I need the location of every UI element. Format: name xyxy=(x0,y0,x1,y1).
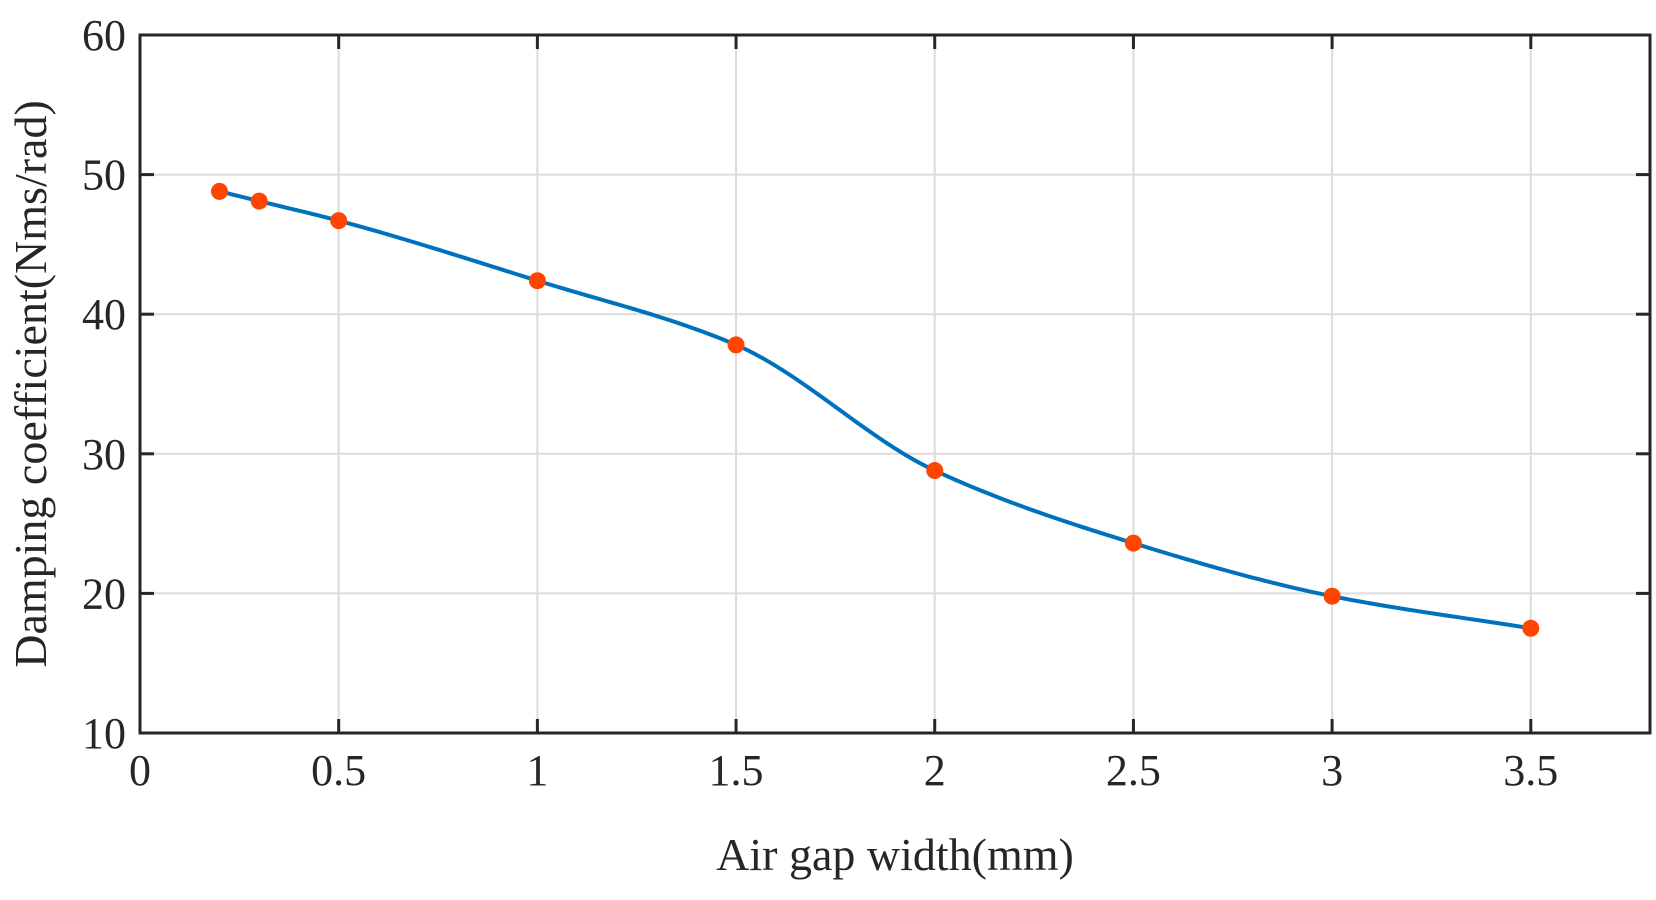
data-point xyxy=(528,272,546,290)
x-tick-label: 1 xyxy=(526,746,548,795)
data-point xyxy=(1124,534,1142,552)
x-tick-label: 3 xyxy=(1321,746,1343,795)
x-tick-labels: 0 0.5 1 1.5 2 2.5 3 3.5 xyxy=(129,746,1558,795)
data-point xyxy=(1323,587,1341,605)
axes-frame xyxy=(138,33,1652,735)
y-axis-title: Damping coefficient(Nms/rad) xyxy=(5,100,56,668)
grid-lines xyxy=(139,34,1650,734)
x-axis-title: Air gap width(mm) xyxy=(716,829,1074,880)
series-line-group xyxy=(218,189,1532,631)
x-tick-label: 3.5 xyxy=(1503,746,1558,795)
x-tick-label: 0.5 xyxy=(311,746,366,795)
x-tick-label: 1.5 xyxy=(709,746,764,795)
series-markers xyxy=(210,182,1540,637)
y-tick-label: 50 xyxy=(82,151,126,200)
y-tick-label: 40 xyxy=(82,290,126,339)
data-point xyxy=(330,212,348,230)
y-tick-label: 10 xyxy=(82,709,126,758)
y-tick-label: 60 xyxy=(82,11,126,60)
data-point xyxy=(926,462,944,480)
x-tick-label: 2.5 xyxy=(1106,746,1161,795)
series-line xyxy=(218,189,1532,631)
tick-marks xyxy=(138,33,1650,735)
data-point xyxy=(250,192,268,210)
y-tick-label: 30 xyxy=(82,430,126,479)
data-point xyxy=(1522,619,1540,637)
data-point xyxy=(727,336,745,354)
y-tick-label: 20 xyxy=(82,569,126,618)
x-tick-label: 2 xyxy=(924,746,946,795)
data-point xyxy=(210,182,228,200)
x-tick-label: 0 xyxy=(129,746,151,795)
y-tick-labels: 10 20 30 40 50 60 xyxy=(82,11,126,758)
